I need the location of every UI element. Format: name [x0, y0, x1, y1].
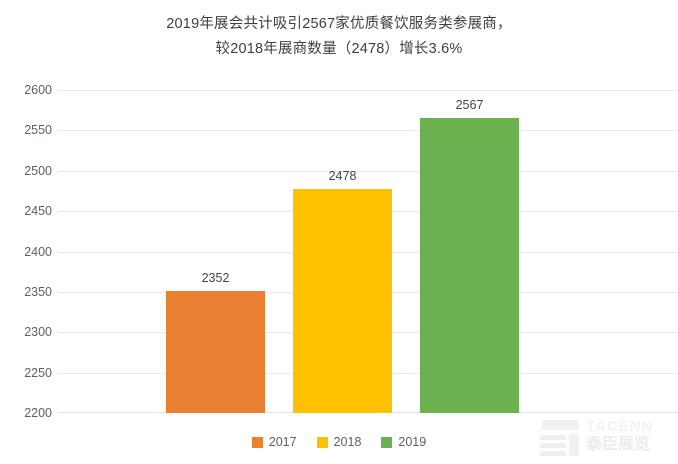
- legend-swatch-icon-2018: [316, 436, 328, 448]
- bar-2017[interactable]: [166, 290, 265, 413]
- chart-title-line-1: 2019年展会共计吸引2567家优质餐饮服务类参展商，: [166, 16, 512, 32]
- chart-title-line-2: 较2018年展商数量（2478）增长3.6%: [215, 41, 463, 57]
- bar-value-label-2017: 2352: [201, 270, 230, 285]
- bar-2019[interactable]: [420, 117, 519, 413]
- legend-item-2017[interactable]: 2017: [251, 435, 297, 449]
- y-tick-label-2200: 2200: [24, 406, 52, 420]
- y-axis: 2600 2550 2500 2450 2400 2350 2300 2250 …: [0, 83, 52, 420]
- gridline-2500: [58, 170, 678, 172]
- legend-label-2019: 2019: [398, 435, 427, 449]
- legend-label-2017: 2017: [268, 435, 297, 449]
- chart-title: 2019年展会共计吸引2567家优质餐饮服务类参展商， 较2018年展商数量（2…: [0, 12, 678, 62]
- y-tick-label-2450: 2450: [24, 204, 52, 219]
- gridline-2600: [58, 90, 678, 91]
- legend-label-2018: 2018: [333, 435, 362, 449]
- y-tick-label-2250: 2250: [24, 365, 52, 380]
- bar-2018[interactable]: [293, 189, 392, 413]
- y-tick-label-2500: 2500: [24, 163, 52, 178]
- y-tick-label-2550: 2550: [24, 123, 52, 138]
- y-tick-label-2600: 2600: [24, 83, 52, 97]
- plot-area: 2352 2478 2567: [58, 90, 678, 413]
- chart-legend: 2017 2018 2019: [0, 436, 678, 449]
- legend-swatch-icon-2017: [251, 436, 263, 448]
- legend-swatch-icon-2019: [381, 436, 393, 448]
- legend-item-2019[interactable]: 2019: [381, 436, 426, 449]
- gridline-2550: [58, 130, 678, 132]
- watermark-text-latin: TACENN: [586, 418, 654, 435]
- y-tick-label-2400: 2400: [24, 244, 52, 259]
- bar-value-label-2019: 2567: [455, 97, 484, 112]
- bar-value-label-2018: 2478: [328, 169, 357, 184]
- legend-item-2018[interactable]: 2018: [316, 435, 362, 449]
- y-tick-label-2350: 2350: [24, 284, 52, 299]
- y-tick-label-2300: 2300: [24, 325, 52, 340]
